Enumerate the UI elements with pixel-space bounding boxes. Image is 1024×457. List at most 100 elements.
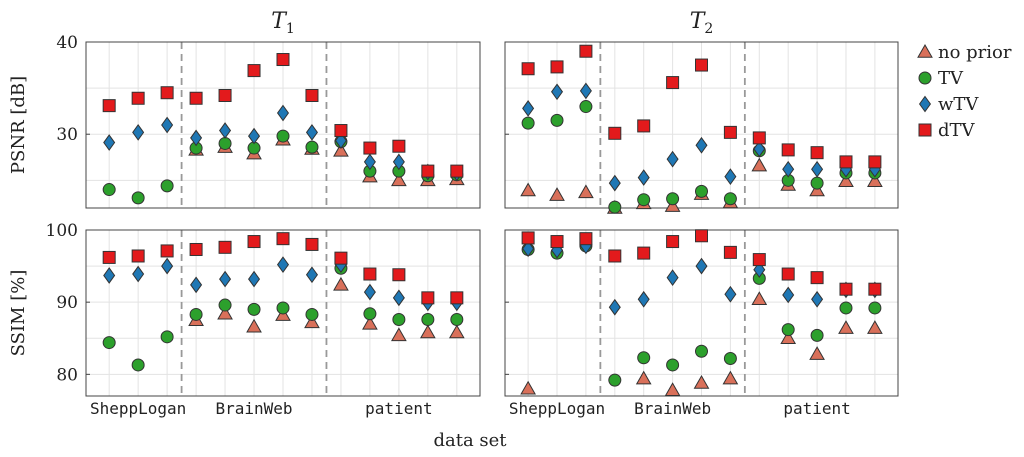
legend-marker xyxy=(918,71,932,85)
legend: no prior TV wTV dTV xyxy=(917,42,1012,141)
marker-dTV-point xyxy=(637,119,651,133)
panel-r0-c0: 30 40 T1 PSNR [dB] xyxy=(8,9,481,209)
marker-TV-point xyxy=(781,323,795,337)
legend-marker xyxy=(918,95,932,113)
marker-dTV-point xyxy=(810,271,824,285)
marker-dTV-point xyxy=(392,139,406,153)
marker-dTV-point xyxy=(550,60,564,74)
marker-no-prior-point xyxy=(809,346,825,360)
marker-dTV-point xyxy=(189,242,203,256)
marker-dTV-point xyxy=(723,245,737,259)
marker-no-prior-point xyxy=(391,172,407,187)
marker-dTV-point xyxy=(218,88,232,102)
marker-dTV-point xyxy=(334,251,348,265)
marker-no-prior-point xyxy=(448,324,465,339)
group-label: SheppLogan xyxy=(90,399,186,418)
marker-TV-point xyxy=(521,116,535,130)
marker-wTV-point xyxy=(753,140,766,158)
marker-no-prior-point xyxy=(391,327,407,342)
marker-dTV-point xyxy=(810,146,824,160)
marker-TV-point xyxy=(810,328,824,342)
marker-dTV-point xyxy=(421,291,435,305)
panel-r0-c1: T2 xyxy=(504,9,899,214)
marker-dTV-point xyxy=(247,235,261,249)
marker-dTV-point xyxy=(666,235,680,249)
marker-dTV-point xyxy=(579,232,593,246)
marker-wTV-point xyxy=(666,150,679,168)
marker-TV-point xyxy=(102,183,116,197)
marker-TV-point xyxy=(392,312,406,326)
marker-dTV-point xyxy=(695,229,708,243)
marker-TV-point xyxy=(276,129,290,143)
marker-dTV-point xyxy=(102,99,116,113)
marker-dTV-point xyxy=(160,86,174,100)
marker-no-prior-point xyxy=(549,187,565,201)
marker-no-prior-point xyxy=(362,315,378,330)
marker-TV-point xyxy=(160,179,174,193)
marker-TV-point xyxy=(160,330,174,344)
marker-wTV-point xyxy=(724,285,737,303)
panels-layer: 30 40 T1 PSNR [dB] T2 80 90 100 SheppLogan BrainW… xyxy=(8,9,899,418)
marker-wTV-point xyxy=(248,270,261,288)
marker-dTV-point xyxy=(450,164,464,178)
marker-dTV-point xyxy=(752,131,766,145)
marker-wTV-point xyxy=(811,160,824,178)
marker-dTV-point xyxy=(608,249,622,263)
marker-wTV-point xyxy=(219,122,232,139)
group-label: BrainWeb xyxy=(215,399,292,418)
marker-no-prior-point xyxy=(419,324,436,339)
legend-item-dTV: dTV xyxy=(918,120,976,141)
plot-frame xyxy=(504,41,899,209)
marker-wTV-point xyxy=(608,174,621,192)
marker-TV-point xyxy=(218,136,232,150)
marker-no-prior-point xyxy=(867,173,883,188)
marker-dTV-point xyxy=(247,64,261,78)
marker-TV-point xyxy=(363,307,377,321)
marker-dTV-point xyxy=(723,125,737,139)
marker-dTV-point xyxy=(363,141,377,155)
marker-no-prior-point xyxy=(217,305,233,320)
marker-dTV-point xyxy=(695,58,708,72)
marker-dTV-point xyxy=(579,44,593,58)
marker-wTV-point xyxy=(666,269,679,286)
marker-TV-point xyxy=(421,312,435,326)
marker-no-prior-point xyxy=(722,370,739,385)
marker-dTV-point xyxy=(781,143,795,157)
marker-wTV-point xyxy=(522,240,535,258)
marker-TV-point xyxy=(666,358,680,372)
y-tick-label: 40 xyxy=(56,33,78,53)
marker-wTV-point xyxy=(695,257,708,275)
marker-wTV-point xyxy=(161,116,174,134)
marker-dTV-point xyxy=(781,267,795,281)
legend-marker xyxy=(917,43,933,58)
marker-TV-point xyxy=(218,298,232,312)
y-tick-label: 30 xyxy=(56,125,78,145)
marker-TV-point xyxy=(131,191,145,205)
marker-wTV-point xyxy=(103,267,116,284)
marker-TV-point xyxy=(637,193,651,207)
marker-dTV-point xyxy=(868,282,882,296)
column-title: T2 xyxy=(690,9,714,37)
marker-no-prior-point xyxy=(520,182,536,197)
marker-wTV-point xyxy=(550,83,564,101)
marker-dTV-point xyxy=(189,91,203,105)
marker-no-prior-point xyxy=(578,184,594,199)
marker-TV-point xyxy=(450,312,464,326)
marker-dTV-point xyxy=(450,291,464,305)
marker-wTV-point xyxy=(637,290,650,308)
marker-dTV-point xyxy=(839,282,853,296)
marker-TV-point xyxy=(723,351,737,365)
group-label: patient xyxy=(783,399,850,418)
marker-dTV-point xyxy=(521,231,535,245)
group-label: patient xyxy=(365,399,432,418)
marker-dTV-point xyxy=(276,232,290,246)
marker-wTV-point xyxy=(248,127,261,145)
marker-TV-point xyxy=(666,192,680,206)
marker-wTV-point xyxy=(132,265,145,283)
marker-dTV-point xyxy=(334,124,348,138)
marker-TV-point xyxy=(637,351,651,365)
legend-item-TV: TV xyxy=(918,68,964,89)
marker-no-prior-point xyxy=(520,380,536,395)
marker-wTV-point xyxy=(161,257,174,275)
